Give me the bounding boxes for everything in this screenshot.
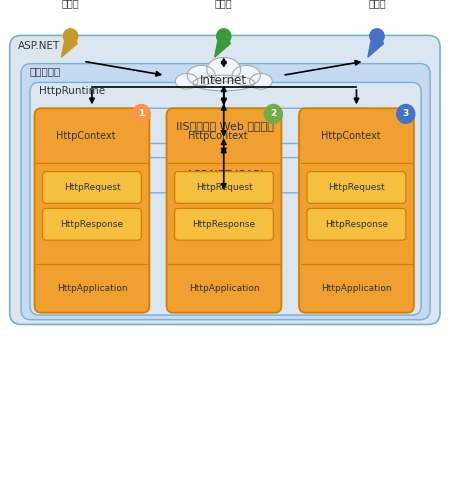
Text: HttpResponse: HttpResponse — [324, 220, 387, 229]
Text: 应用程序域: 应用程序域 — [30, 66, 61, 76]
Circle shape — [264, 104, 282, 123]
Ellipse shape — [187, 65, 215, 86]
Polygon shape — [214, 40, 230, 57]
Text: HttpContext: HttpContext — [188, 131, 248, 141]
Text: HttpRequest: HttpRequest — [327, 183, 384, 192]
Ellipse shape — [175, 73, 198, 89]
FancyBboxPatch shape — [75, 108, 374, 144]
FancyBboxPatch shape — [174, 209, 273, 240]
Circle shape — [216, 29, 230, 44]
Circle shape — [132, 104, 150, 123]
Polygon shape — [367, 40, 382, 57]
FancyBboxPatch shape — [306, 209, 405, 240]
Circle shape — [63, 29, 78, 44]
Text: HttpApplication: HttpApplication — [56, 284, 127, 293]
FancyBboxPatch shape — [42, 172, 141, 203]
Ellipse shape — [192, 75, 254, 91]
FancyBboxPatch shape — [174, 172, 273, 203]
Ellipse shape — [249, 73, 272, 89]
FancyBboxPatch shape — [21, 63, 429, 320]
Text: HttpRequest: HttpRequest — [64, 183, 120, 192]
FancyBboxPatch shape — [42, 209, 141, 240]
Text: IIS（或其他 Web 服务器）: IIS（或其他 Web 服务器） — [175, 121, 273, 131]
Circle shape — [396, 104, 414, 123]
Text: HttpContext: HttpContext — [56, 131, 116, 141]
Text: 客户端: 客户端 — [367, 0, 385, 8]
Circle shape — [369, 29, 383, 44]
FancyBboxPatch shape — [9, 35, 439, 324]
Ellipse shape — [207, 58, 240, 82]
Text: HttpRuntime: HttpRuntime — [39, 86, 105, 96]
Text: HttpRequest: HttpRequest — [195, 183, 252, 192]
FancyBboxPatch shape — [306, 172, 405, 203]
Text: Internet: Internet — [200, 73, 247, 87]
Text: ASP.NET: ASP.NET — [18, 41, 60, 51]
Text: ASP.NET ISAPI: ASP.NET ISAPI — [186, 170, 263, 180]
FancyBboxPatch shape — [30, 82, 420, 315]
Text: 客户端: 客户端 — [215, 0, 232, 8]
Text: 客户端: 客户端 — [62, 0, 79, 8]
FancyBboxPatch shape — [299, 108, 413, 313]
Text: HttpContext: HttpContext — [320, 131, 380, 141]
Text: HttpApplication: HttpApplication — [320, 284, 391, 293]
Text: HttpResponse: HttpResponse — [192, 220, 255, 229]
Text: 3: 3 — [402, 109, 408, 119]
Ellipse shape — [232, 65, 260, 86]
FancyBboxPatch shape — [34, 108, 149, 313]
FancyBboxPatch shape — [166, 108, 281, 313]
Text: 1: 1 — [138, 109, 144, 119]
Text: HttpResponse: HttpResponse — [60, 220, 123, 229]
Text: HttpApplication: HttpApplication — [188, 284, 259, 293]
Text: 2: 2 — [270, 109, 276, 119]
FancyBboxPatch shape — [79, 157, 369, 193]
Polygon shape — [61, 40, 77, 57]
